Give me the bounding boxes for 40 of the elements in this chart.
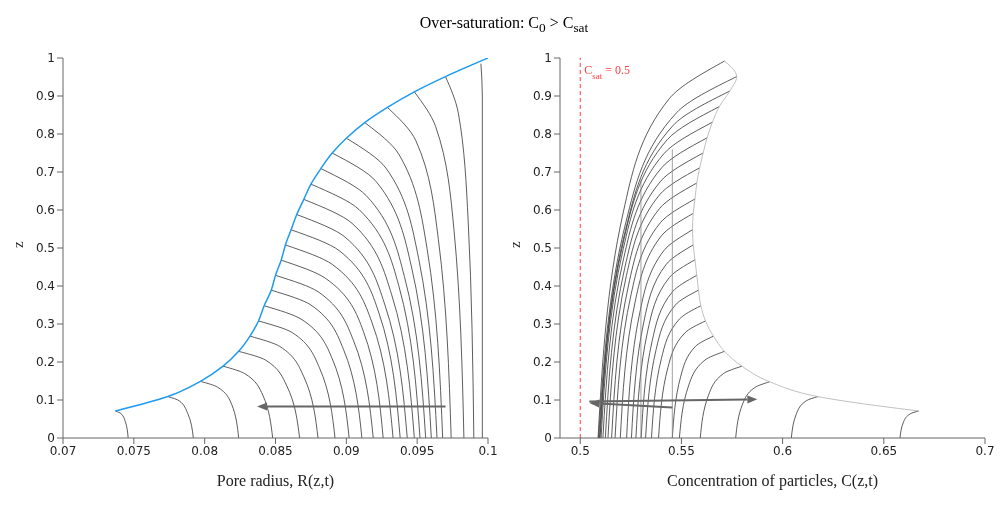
x-tick-label: 0.075 <box>116 443 152 458</box>
x-tick-label: 0.55 <box>668 443 695 458</box>
y-tick-label: 1 <box>47 51 55 66</box>
y-tick-label: 0.1 <box>35 393 55 408</box>
y-tick-label: 0.2 <box>532 355 552 370</box>
x-tick-label: 0.095 <box>399 443 435 458</box>
x-tick-label: 0.7 <box>975 443 995 458</box>
y-tick-label: 0.4 <box>35 279 55 294</box>
y-tick-label: 0.9 <box>532 89 552 104</box>
y-axis-title: z <box>10 241 27 248</box>
y-tick-label: 0.2 <box>35 355 55 370</box>
y-tick-label: 0.5 <box>532 241 552 256</box>
y-tick-label: 0.3 <box>532 317 552 332</box>
x-tick-label: 0.09 <box>332 443 360 458</box>
y-tick-label: 0.5 <box>35 241 55 256</box>
y-tick-label: 0.7 <box>532 165 552 180</box>
y-tick-label: 0.8 <box>35 127 55 142</box>
y-tick-label: 0.1 <box>532 393 552 408</box>
x-axis-title: Pore radius, R(z,t) <box>216 472 335 490</box>
x-tick-label: 0.5 <box>570 443 590 458</box>
y-tick-label: 0.6 <box>532 203 552 218</box>
y-tick-label: 0.9 <box>35 89 55 104</box>
y-tick-label: 0.3 <box>35 317 55 332</box>
y-tick-label: 1 <box>544 51 552 66</box>
y-tick-label: 0.6 <box>35 203 55 218</box>
y-tick-label: 0 <box>47 431 55 446</box>
x-tick-label: 0.07 <box>49 443 77 458</box>
y-tick-label: 0.8 <box>532 127 552 142</box>
x-tick-label: 0.6 <box>773 443 793 458</box>
y-tick-label: 0.7 <box>35 165 55 180</box>
x-axis-title: Concentration of particles, C(z,t) <box>666 472 879 490</box>
y-tick-label: 0 <box>544 431 552 446</box>
ref-line-label: C$_{sat}$ = 0.5 <box>584 63 631 81</box>
chart-title: Over-saturation: C$_{0}$ > C$_{sat}$ <box>418 13 590 38</box>
x-tick-label: 0.085 <box>258 443 293 458</box>
x-tick-label: 0.1 <box>478 443 498 458</box>
x-tick-label: 0.08 <box>191 443 219 458</box>
y-tick-label: 0.4 <box>532 279 552 294</box>
x-tick-label: 0.65 <box>870 443 898 458</box>
y-axis-title: z <box>507 241 524 248</box>
